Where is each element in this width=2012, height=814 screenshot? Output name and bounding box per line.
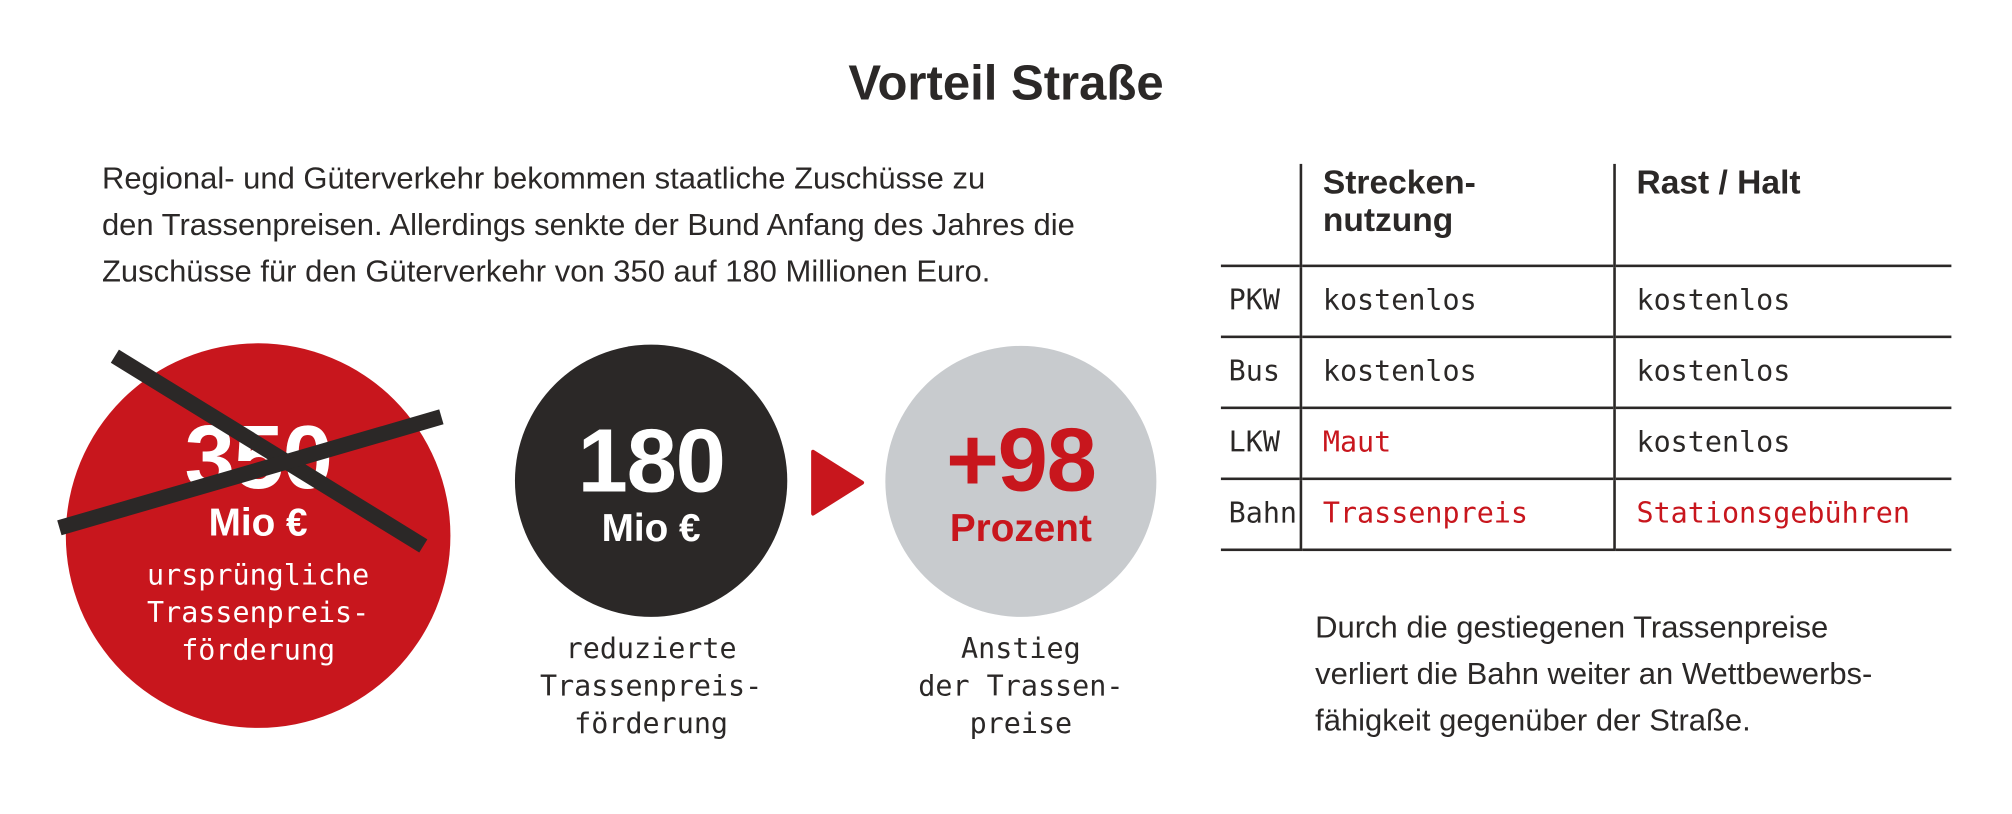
vehicle-cell: PKW — [1220, 264, 1301, 337]
original-subsidy-caption: ursprüngliche Trassenpreis- förderung — [66, 558, 451, 670]
price-increase-caption: Anstieg der Trassen- preise — [885, 631, 1156, 743]
route-cell: Trassenpreis — [1299, 477, 1615, 552]
page-title: Vorteil Straße — [848, 56, 1164, 111]
price-increase-unit: Prozent — [949, 507, 1092, 550]
caption-line: preise — [969, 708, 1073, 741]
caption-line: Trassenpreis- — [539, 671, 763, 704]
header-line: Strecken- — [1322, 162, 1476, 202]
stop-cell: kostenlos — [1613, 406, 1952, 479]
caption-line: förderung — [574, 708, 729, 741]
caption-line: förderung — [181, 634, 336, 668]
fees-table: Strecken- nutzung Rast / Halt PKW kosten… — [1220, 162, 1952, 552]
stop-cell: Stationsgebühren — [1613, 477, 1952, 552]
reduced-subsidy-circle: 180 Mio € — [514, 344, 788, 617]
conclusion-line: verliert die Bahn weiter an Wettbewerbs- — [1315, 656, 1873, 692]
reduced-subsidy-unit: Mio € — [601, 507, 701, 550]
vehicle-cell: Bahn — [1220, 477, 1301, 552]
caption-line: ursprüngliche — [147, 560, 370, 593]
vehicle-cell: Bus — [1220, 335, 1301, 408]
original-subsidy-circle: 350 Mio € ursprüngliche Trassenpreis- fö… — [65, 343, 451, 728]
stop-cell: kostenlos — [1613, 264, 1952, 337]
table-row: LKW Maut kostenlos — [1220, 406, 1952, 479]
reduced-subsidy-caption: reduzierte Trassenpreis- förderung — [515, 631, 787, 743]
original-subsidy-number: 350 — [184, 406, 333, 508]
conclusion-text: Durch die gestiegenen Trassenpreise verl… — [1315, 605, 1986, 744]
table-header-row: Strecken- nutzung Rast / Halt — [1221, 162, 1952, 266]
intro-line: den Trassenpreisen. Allerdings senkte de… — [101, 207, 1075, 243]
header-line: nutzung — [1322, 200, 1454, 239]
table-header-route-usage: Strecken- nutzung — [1299, 162, 1615, 266]
original-subsidy-unit: Mio € — [208, 502, 308, 545]
price-increase-number: +98 — [946, 409, 1097, 510]
conclusion-line: Durch die gestiegenen Trassenpreise — [1315, 610, 1829, 646]
play-triangle-icon — [811, 449, 865, 516]
route-cell: kostenlos — [1299, 264, 1615, 337]
header-line: Rast / Halt — [1636, 162, 1801, 202]
conclusion-line: fähigkeit gegenüber der Straße. — [1315, 703, 1751, 739]
intro-text: Regional- und Güterverkehr bekommen staa… — [102, 156, 1212, 295]
price-increase-circle: +98 Prozent — [885, 345, 1157, 617]
intro-line: Zuschüsse für den Güterverkehr von 350 a… — [101, 254, 991, 290]
table-header-stop: Rast / Halt — [1613, 162, 1952, 266]
caption-line: Anstieg — [961, 633, 1081, 666]
caption-line: Trassenpreis- — [147, 597, 370, 630]
caption-line: der Trassen- — [918, 671, 1124, 704]
caption-line: reduzierte — [565, 633, 737, 666]
route-cell: Maut — [1299, 406, 1615, 479]
vehicle-cell: LKW — [1220, 406, 1301, 479]
route-cell: kostenlos — [1299, 335, 1615, 408]
reduced-subsidy-number: 180 — [577, 410, 726, 512]
stop-cell: kostenlos — [1613, 335, 1952, 408]
table-row: Bahn Trassenpreis Stationsgebühren — [1220, 477, 1952, 552]
table-header-vehicle — [1221, 164, 1301, 266]
table-row: PKW kostenlos kostenlos — [1220, 264, 1952, 337]
intro-line: Regional- und Güterverkehr bekommen staa… — [101, 161, 986, 197]
table-row: Bus kostenlos kostenlos — [1220, 335, 1952, 408]
